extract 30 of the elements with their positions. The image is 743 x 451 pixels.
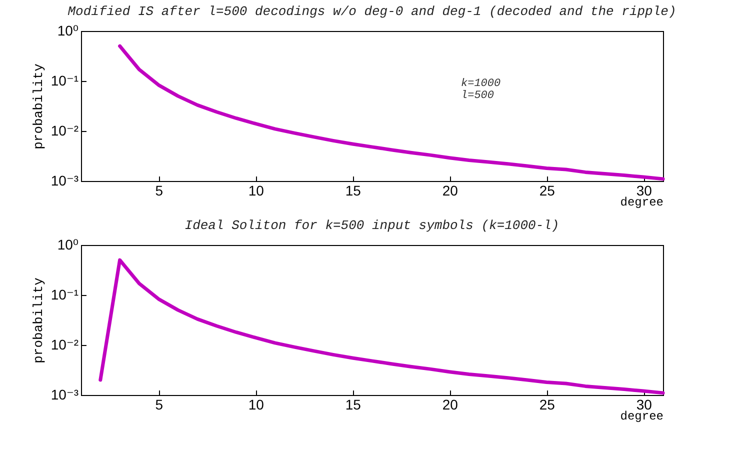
x-tick-label: 10 xyxy=(248,396,264,412)
line-series xyxy=(118,44,665,181)
x-axis-title: degree xyxy=(620,196,664,210)
y-axis-title: probability xyxy=(30,63,46,150)
line-series xyxy=(98,258,665,395)
x-tick-label: 5 xyxy=(155,182,164,198)
x-tick-label: 15 xyxy=(345,182,362,198)
y-axis-title: probability xyxy=(30,277,46,364)
x-tick-label: 25 xyxy=(539,396,556,412)
x-tick-label: 30 xyxy=(636,396,652,412)
y-tick-label: 10⁻³ xyxy=(50,386,79,402)
x-tick-label: 20 xyxy=(442,396,458,412)
y-tick-label: 10⁻¹ xyxy=(50,72,79,88)
x-tick-label: 5 xyxy=(155,396,164,412)
x-tick-label: 30 xyxy=(636,182,652,198)
x-axis-title: degree xyxy=(620,410,664,424)
y-tick-label: 10⁻² xyxy=(50,336,79,352)
y-tick-label: 10⁻² xyxy=(50,122,79,138)
y-tick-label: 10⁻¹ xyxy=(50,286,79,302)
x-tick-label: 20 xyxy=(442,182,458,198)
x-tick-label: 25 xyxy=(539,182,556,198)
y-tick-label: 10⁰ xyxy=(57,236,79,252)
annotation: k=1000 xyxy=(461,78,502,90)
chart-title: Modified IS after l=500 decodings w/o deg-0 and deg-1 (decoded and the ripple) xyxy=(68,4,676,19)
y-tick-label: 10⁻³ xyxy=(50,172,79,188)
chart-title: Ideal Soliton for k=500 input symbols (k=1000-l) xyxy=(184,218,560,233)
x-tick-label: 10 xyxy=(248,182,264,198)
x-tick-label: 15 xyxy=(345,396,362,412)
annotation: l=500 xyxy=(461,90,494,102)
y-tick-label: 10⁰ xyxy=(57,22,79,38)
